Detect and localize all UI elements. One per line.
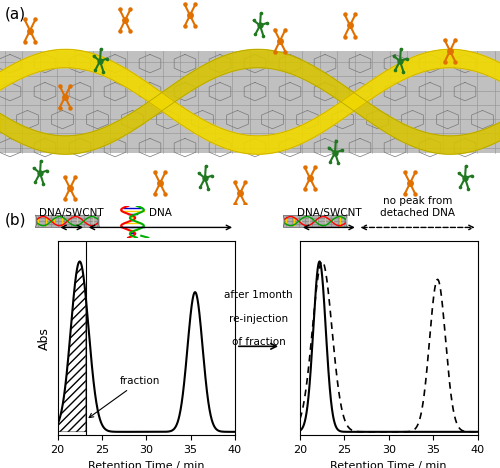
Bar <box>35 215 100 227</box>
Bar <box>0 51 500 153</box>
Text: no peak from
detached DNA: no peak from detached DNA <box>380 196 455 218</box>
Text: (a): (a) <box>5 6 26 21</box>
Text: after 1month: after 1month <box>224 290 293 300</box>
X-axis label: Retention Time / min: Retention Time / min <box>330 461 447 468</box>
Ellipse shape <box>346 215 349 227</box>
Text: of fraction: of fraction <box>232 337 285 347</box>
Text: DNA/SWCNT: DNA/SWCNT <box>40 208 104 218</box>
Ellipse shape <box>34 215 36 227</box>
Text: DNA: DNA <box>149 208 172 218</box>
Text: (b): (b) <box>5 213 26 228</box>
Bar <box>282 215 348 227</box>
Text: fraction: fraction <box>89 376 160 417</box>
X-axis label: Retention Time / min: Retention Time / min <box>88 461 204 468</box>
Text: re-injection: re-injection <box>229 314 288 323</box>
Text: DNA/SWCNT: DNA/SWCNT <box>296 208 361 218</box>
Ellipse shape <box>98 215 102 227</box>
Ellipse shape <box>281 215 284 227</box>
Y-axis label: Abs: Abs <box>38 327 52 350</box>
